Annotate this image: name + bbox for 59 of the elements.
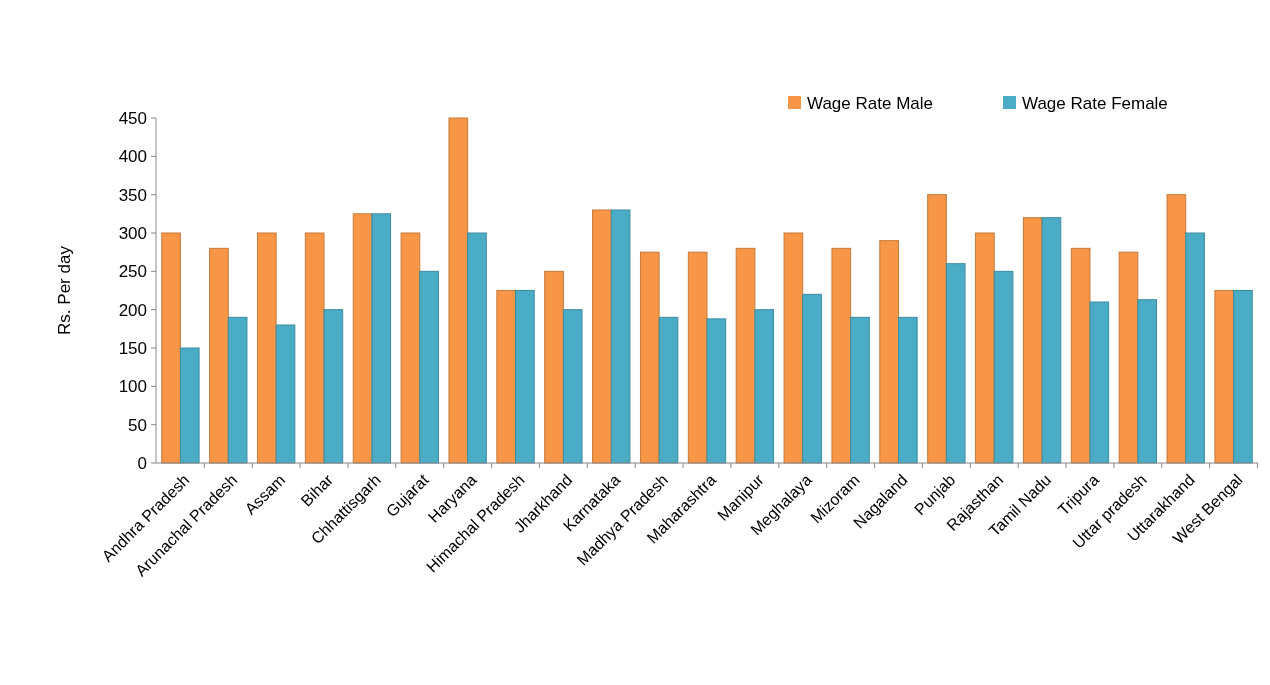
- bar: [256, 232, 277, 464]
- bar: [754, 309, 775, 464]
- bar: [467, 232, 487, 464]
- bar: [515, 290, 535, 464]
- bar: [1214, 290, 1235, 464]
- bar: [783, 232, 804, 464]
- bar: [1070, 247, 1091, 464]
- bar: [1185, 232, 1205, 464]
- y-tick-label: 350: [118, 185, 147, 205]
- y-tick-label: 50: [128, 415, 147, 435]
- bar: [735, 247, 756, 464]
- bar: [1137, 299, 1158, 464]
- bar: [419, 270, 439, 464]
- bar: [802, 293, 822, 464]
- bar: [1022, 217, 1043, 464]
- bar: [975, 232, 995, 464]
- bar: [658, 316, 679, 464]
- bar: [323, 309, 344, 464]
- bar: [927, 194, 947, 464]
- legend-label: Wage Rate Female: [1022, 93, 1168, 113]
- bar: [304, 232, 325, 464]
- y-tick-label: 200: [118, 300, 147, 320]
- bar: [161, 232, 181, 464]
- bar: [706, 318, 727, 464]
- bar: [1041, 217, 1062, 464]
- bar: [610, 209, 631, 464]
- y-tick-label: 450: [118, 108, 147, 128]
- y-tick-label: 150: [118, 338, 147, 358]
- y-tick-label: 100: [118, 377, 147, 397]
- y-axis-title: Rs. Per day: [55, 245, 74, 335]
- y-tick-label: 0: [137, 453, 147, 473]
- bar: [544, 270, 564, 464]
- bar: [1233, 290, 1253, 464]
- bar: [850, 316, 870, 464]
- bar: [945, 263, 966, 464]
- bar: [897, 316, 918, 464]
- bar: [1166, 194, 1187, 464]
- bar: [179, 347, 200, 464]
- y-tick-label: 300: [118, 223, 147, 243]
- bar: [879, 240, 899, 464]
- bar: [639, 251, 660, 464]
- y-tick-label: 250: [118, 262, 147, 282]
- y-tick-label: 400: [118, 147, 147, 167]
- bar: [275, 324, 296, 464]
- bar: [371, 213, 392, 464]
- bar: [352, 213, 373, 464]
- bar: [227, 316, 248, 464]
- bar: [209, 247, 229, 464]
- legend-label: Wage Rate Male: [807, 93, 933, 113]
- bar: [1089, 301, 1110, 464]
- bar: [993, 270, 1014, 464]
- bar: [592, 209, 612, 464]
- bar: [562, 309, 583, 464]
- bar: [831, 247, 852, 464]
- bar: [496, 290, 517, 464]
- bar: [1118, 251, 1139, 464]
- bar: [687, 251, 708, 464]
- bar: [448, 117, 469, 464]
- bar: [400, 232, 421, 464]
